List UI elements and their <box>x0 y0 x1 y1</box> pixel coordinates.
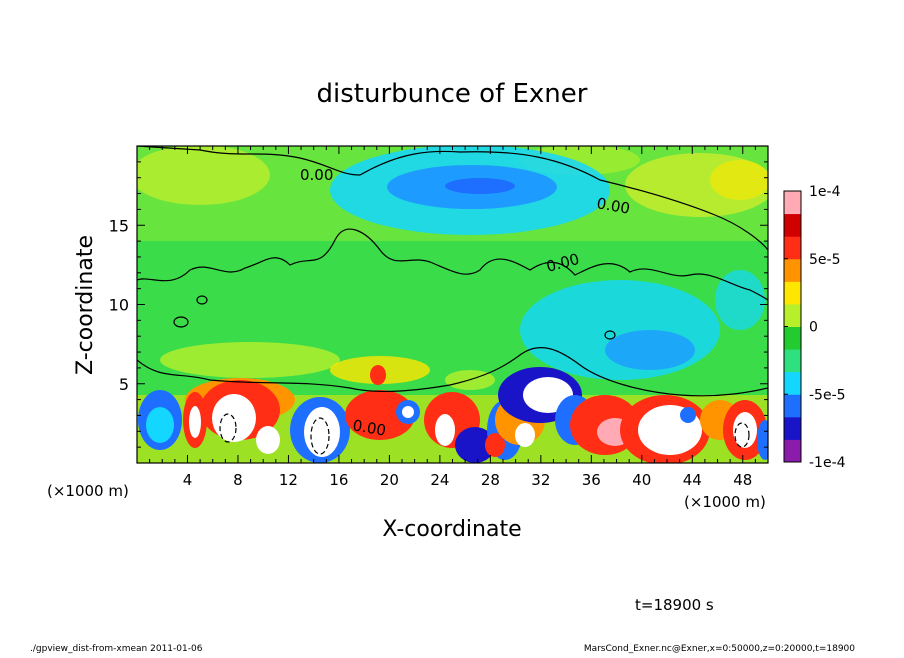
colorbar-swatch <box>784 281 801 305</box>
contour-label: 0.00 <box>300 166 333 184</box>
x-tick-label: 36 <box>582 471 601 489</box>
heatmap-field <box>137 146 768 463</box>
colorbar: 1e-4 5e-5 0 -5e-5 -1e-4 <box>783 184 846 471</box>
x-tick-label: 4 <box>183 471 193 489</box>
chart-title: disturbunce of Exner <box>317 79 588 109</box>
time-label: t=18900 s <box>635 596 714 614</box>
contour-label: 0.00 <box>351 416 387 440</box>
footer-right: MarsCond_Exner.nc@Exner,x=0:50000,z=0:20… <box>584 644 855 654</box>
x-tick-label: 20 <box>380 471 399 489</box>
y-axis-label: Z-coordinate <box>73 235 98 375</box>
colorbar-tick-label: 0 <box>809 320 818 336</box>
x-unit-right: (×1000 m) <box>684 493 766 511</box>
x-tick-label: 44 <box>683 471 702 489</box>
y-tick-label: 5 <box>119 375 129 394</box>
colorbar-swatch <box>784 213 801 237</box>
x-tick-label: 8 <box>233 471 243 489</box>
colorbar-swatch <box>784 191 801 215</box>
y-axis: 5 10 15 <box>109 161 768 448</box>
colorbar-swatch <box>784 326 801 350</box>
colorbar-tick-label: 5e-5 <box>809 252 840 268</box>
colorbar-swatch <box>784 371 801 395</box>
colorbar-tick-label: -5e-5 <box>809 387 846 403</box>
x-tick-label: 40 <box>632 471 651 489</box>
colorbar-swatch <box>784 394 801 418</box>
x-axis: 4 8 12 16 20 24 28 32 36 40 44 48 <box>149 146 756 489</box>
colorbar-swatch <box>784 303 801 327</box>
x-tick-label: 48 <box>733 471 752 489</box>
x-tick-label: 28 <box>481 471 500 489</box>
colorbar-swatch <box>784 349 801 373</box>
x-tick-label: 24 <box>430 471 449 489</box>
y-tick-label: 15 <box>109 216 129 235</box>
colorbar-swatch <box>784 236 801 260</box>
x-axis-label: X-coordinate <box>382 517 521 542</box>
colorbar-swatch <box>784 258 801 282</box>
colorbar-tick-label: 1e-4 <box>809 184 841 200</box>
x-unit-left: (×1000 m) <box>47 482 129 500</box>
x-tick-label: 32 <box>531 471 550 489</box>
footer-left: ./gpview_dist-from-xmean 2011-01-06 <box>30 644 203 654</box>
contour-label: 0.00 <box>595 194 631 218</box>
colorbar-swatch <box>784 416 801 440</box>
colorbar-tick-label: -1e-4 <box>809 455 846 471</box>
y-tick-label: 10 <box>109 296 129 315</box>
x-tick-label: 12 <box>279 471 298 489</box>
x-tick-label: 16 <box>329 471 348 489</box>
colorbar-swatch <box>784 439 801 463</box>
